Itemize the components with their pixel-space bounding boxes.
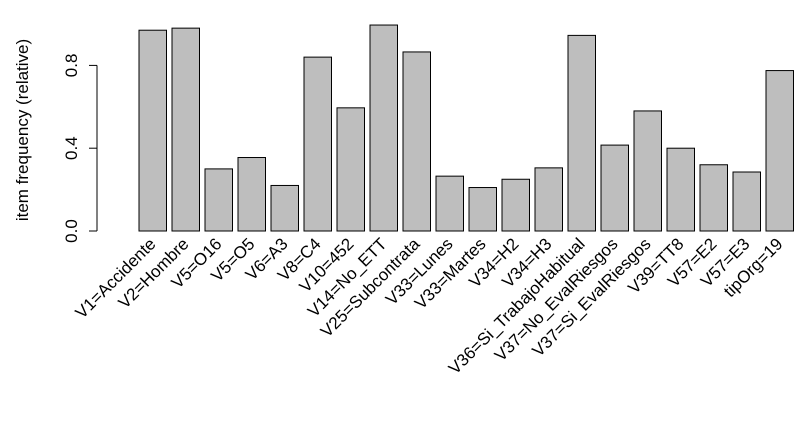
bar xyxy=(468,187,497,232)
bar xyxy=(699,164,728,232)
y-tick-label: 0.0 xyxy=(62,219,81,243)
bar xyxy=(600,144,629,232)
bars xyxy=(138,24,794,232)
bar xyxy=(336,107,365,232)
y-tick-label: 0.4 xyxy=(62,136,81,160)
bar xyxy=(204,168,233,232)
bar xyxy=(435,175,464,232)
y-axis-title: item frequency (relative) xyxy=(13,39,32,221)
x-axis-labels: V1=AccidenteV2=HombreV5=O16V5=O5V6=A3V8=… xyxy=(72,234,787,378)
bar xyxy=(732,171,761,232)
bar xyxy=(567,34,596,232)
bar xyxy=(633,110,662,232)
bar xyxy=(237,157,266,232)
bar xyxy=(534,167,563,232)
bar xyxy=(666,147,695,232)
bar xyxy=(501,178,530,232)
bar xyxy=(270,184,299,232)
bar xyxy=(369,24,398,232)
bar xyxy=(402,51,431,232)
bar xyxy=(765,70,794,232)
bar xyxy=(171,27,200,232)
bar xyxy=(138,29,167,232)
y-axis: 0.0 0.4 0.8 xyxy=(62,54,98,243)
y-tick-label: 0.8 xyxy=(62,54,81,78)
bar xyxy=(303,56,332,232)
